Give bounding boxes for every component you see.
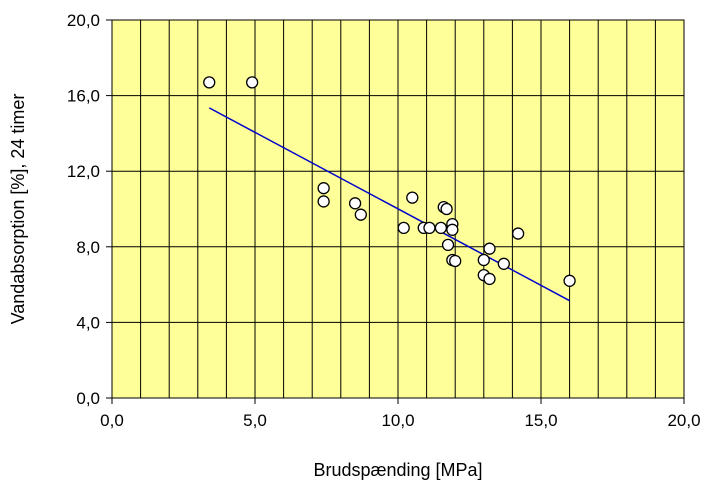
data-point	[483, 272, 496, 286]
data-point	[406, 191, 419, 204]
y-tick-label: 16,0	[67, 87, 100, 106]
y-tick-label: 4,0	[76, 313, 100, 332]
data-point	[449, 254, 462, 268]
data-point	[245, 76, 259, 89]
data-point	[397, 221, 410, 235]
y-axis-ticks: 0,0 4,0 8,0 12,0 16,0 20,0	[67, 11, 112, 408]
data-point	[441, 238, 455, 252]
data-point	[440, 202, 453, 216]
data-point	[317, 195, 330, 208]
x-axis-ticks: 0,0 5,0 10,0 15,0 20,0	[100, 398, 701, 430]
data-point	[317, 182, 330, 195]
data-point	[348, 197, 362, 210]
x-tick-label: 15,0	[524, 411, 557, 430]
data-point	[423, 221, 436, 235]
y-tick-label: 8,0	[76, 238, 100, 257]
trendline-group	[208, 107, 570, 302]
data-point	[203, 76, 216, 89]
data-point	[497, 257, 510, 270]
trendline	[208, 107, 570, 302]
y-axis-title: Vandabsorption [%], 24 timer	[8, 94, 28, 325]
data-point	[511, 227, 525, 240]
data-point	[483, 242, 496, 255]
x-tick-label: 0,0	[100, 411, 124, 430]
data-point	[477, 253, 490, 267]
x-axis-title: Brudspænding [MPa]	[313, 460, 482, 480]
y-tick-label: 0,0	[76, 389, 100, 408]
x-tick-label: 10,0	[381, 411, 414, 430]
y-tick-label: 20,0	[67, 11, 100, 30]
data-point	[354, 208, 367, 221]
data-points	[203, 76, 576, 287]
data-point	[446, 223, 459, 236]
y-tick-label: 12,0	[67, 162, 100, 181]
x-tick-label: 5,0	[243, 411, 267, 430]
data-point	[563, 274, 576, 287]
x-tick-label: 20,0	[667, 411, 700, 430]
data-point	[434, 221, 448, 235]
